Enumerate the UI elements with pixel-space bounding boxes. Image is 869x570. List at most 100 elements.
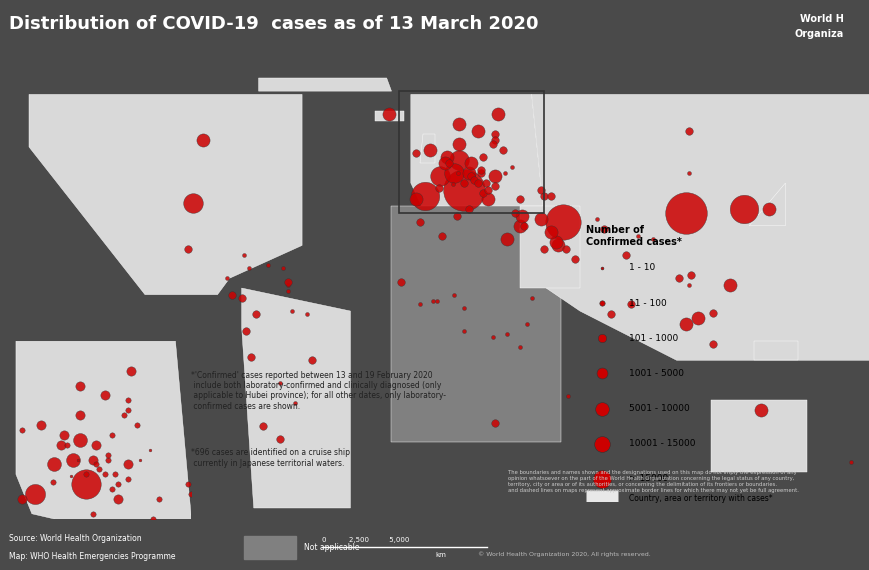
Point (478, 178, 492, 188)
Point (486, 139, 500, 148)
Point (16, 425, 30, 434)
Point (514, 211, 528, 221)
Point (594, 439, 608, 448)
Point (117, 410, 131, 420)
Point (623, 300, 637, 309)
Point (691, 313, 705, 322)
Point (381, 109, 395, 119)
Point (434, 231, 448, 240)
Point (281, 280, 295, 290)
Point (47, 460, 61, 469)
Text: Distribution of COVID-19  cases as of 13 March 2020: Distribution of COVID-19 cases as of 13 … (9, 15, 538, 33)
Point (16, 494, 30, 503)
Point (143, 445, 156, 454)
Point (524, 294, 538, 303)
Point (79, 470, 93, 479)
Point (683, 270, 697, 279)
Point (558, 244, 572, 253)
Point (431, 184, 445, 193)
Text: 10001 - 15000: 10001 - 15000 (628, 439, 694, 448)
Point (630, 231, 644, 240)
Point (408, 195, 422, 204)
Point (512, 343, 526, 352)
Point (111, 479, 125, 488)
Text: 101 - 1000: 101 - 1000 (628, 333, 677, 343)
Point (261, 260, 275, 270)
Point (450, 169, 464, 178)
Point (85, 455, 99, 464)
Polygon shape (420, 134, 434, 164)
Point (461, 205, 475, 214)
Point (705, 308, 719, 317)
Point (464, 159, 478, 168)
Point (471, 126, 485, 135)
Point (186, 198, 200, 207)
Point (89, 460, 103, 469)
Polygon shape (410, 95, 543, 229)
Point (505, 162, 519, 171)
Point (461, 169, 475, 178)
Polygon shape (16, 341, 191, 543)
Point (517, 221, 531, 230)
Point (488, 172, 501, 181)
Point (681, 169, 695, 178)
Point (111, 494, 125, 503)
Text: © World Health Organization 2020, All rights reserved.: © World Health Organization 2020, All ri… (478, 551, 651, 557)
Point (68, 382, 82, 391)
Point (71, 455, 85, 464)
Point (447, 290, 461, 299)
Point (66, 455, 80, 464)
Text: Not applicable: Not applicable (304, 543, 360, 552)
Point (104, 484, 118, 494)
Point (394, 277, 408, 286)
Text: World H: World H (799, 14, 843, 25)
Text: Map: WHO Health Emergencies Programme: Map: WHO Health Emergencies Programme (9, 552, 175, 561)
Point (275, 264, 289, 273)
Point (35, 421, 49, 430)
Point (476, 188, 490, 197)
Point (555, 218, 569, 227)
Point (273, 434, 287, 443)
Polygon shape (748, 183, 785, 226)
Point (481, 185, 494, 194)
Point (679, 320, 693, 329)
Point (486, 333, 500, 342)
Point (466, 175, 480, 184)
Point (102, 450, 116, 459)
Point (567, 254, 581, 263)
Point (498, 169, 512, 178)
Point (490, 109, 504, 119)
Point (456, 178, 470, 188)
Point (594, 369, 608, 378)
Point (512, 195, 526, 204)
Point (92, 465, 106, 474)
Bar (586, 490, 617, 507)
Point (413, 300, 427, 309)
Point (536, 192, 550, 201)
Text: 0          2,500         5,000: 0 2,500 5,000 (322, 538, 408, 543)
Point (594, 299, 608, 308)
Point (722, 280, 736, 290)
Point (594, 333, 608, 343)
Point (104, 430, 118, 439)
Polygon shape (519, 95, 869, 360)
Point (408, 149, 422, 158)
Point (500, 329, 514, 339)
Polygon shape (375, 111, 403, 121)
Point (681, 280, 695, 290)
Point (28, 490, 42, 499)
Point (474, 169, 488, 178)
Point (596, 225, 610, 234)
Point (548, 238, 562, 247)
Point (471, 178, 485, 188)
Point (235, 294, 249, 303)
Point (623, 300, 637, 309)
Point (273, 378, 287, 388)
Point (476, 152, 490, 161)
Point (256, 421, 270, 430)
Point (705, 339, 719, 348)
Point (488, 136, 501, 145)
Point (464, 172, 478, 181)
Point (108, 470, 122, 479)
Point (604, 310, 618, 319)
